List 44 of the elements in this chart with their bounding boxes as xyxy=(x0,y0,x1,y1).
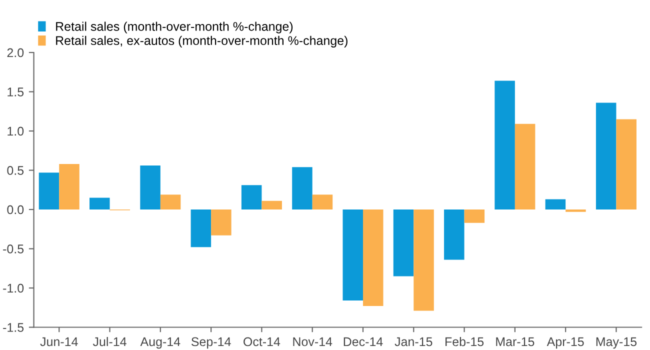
y-tick-label: 1.0 xyxy=(8,126,24,136)
bar xyxy=(292,167,312,210)
y-tick-label: 0.0 xyxy=(7,205,24,214)
x-tick-label: Mar-15 xyxy=(496,337,534,346)
x-tick-label: Dec-14 xyxy=(344,337,383,346)
y-tick-label: 2.0 xyxy=(7,48,24,58)
bar xyxy=(545,199,566,210)
bar xyxy=(262,200,282,210)
bar xyxy=(190,210,212,248)
bar xyxy=(514,124,536,210)
x-tick-label: Aug-14 xyxy=(140,337,180,349)
x-tick-label: Sep-14 xyxy=(191,337,231,349)
legend-label: Retail sales, ex-autos (month-over-month %-change) xyxy=(56,36,348,48)
x-tick-label: Feb-15 xyxy=(446,336,484,346)
legend-label: Retail sales (month-over-month %-change) xyxy=(56,22,293,34)
y-tick-label: 1.5 xyxy=(8,88,24,96)
y-tick-label: -0.5 xyxy=(3,244,24,254)
x-tick-label: Jan-15 xyxy=(394,337,432,346)
bar xyxy=(596,102,616,210)
bar xyxy=(444,210,464,260)
bar xyxy=(616,119,636,210)
x-tick-label: Jun-14 xyxy=(40,337,78,346)
bar xyxy=(363,210,384,306)
bar xyxy=(38,172,60,210)
bar xyxy=(494,80,515,210)
y-tick-label: -1.0 xyxy=(3,284,24,293)
x-tick-label: Jul-14 xyxy=(92,336,126,346)
y-tick-label: -1.5 xyxy=(3,323,24,332)
bar xyxy=(312,194,333,210)
y-tick-label: 0.5 xyxy=(7,166,24,175)
x-tick-label: Apr-15 xyxy=(546,337,584,349)
x-tick-label: May-15 xyxy=(596,337,637,349)
bar xyxy=(414,210,434,311)
bar xyxy=(59,164,80,210)
bar xyxy=(342,210,363,301)
bar xyxy=(90,198,110,210)
x-tick-label: Oct-14 xyxy=(244,337,280,346)
bar xyxy=(241,185,262,210)
x-tick-label: Nov-14 xyxy=(293,337,332,346)
bar xyxy=(393,210,414,276)
bar xyxy=(160,194,181,210)
bar xyxy=(140,166,160,210)
bar xyxy=(464,210,485,223)
bar xyxy=(211,210,232,236)
